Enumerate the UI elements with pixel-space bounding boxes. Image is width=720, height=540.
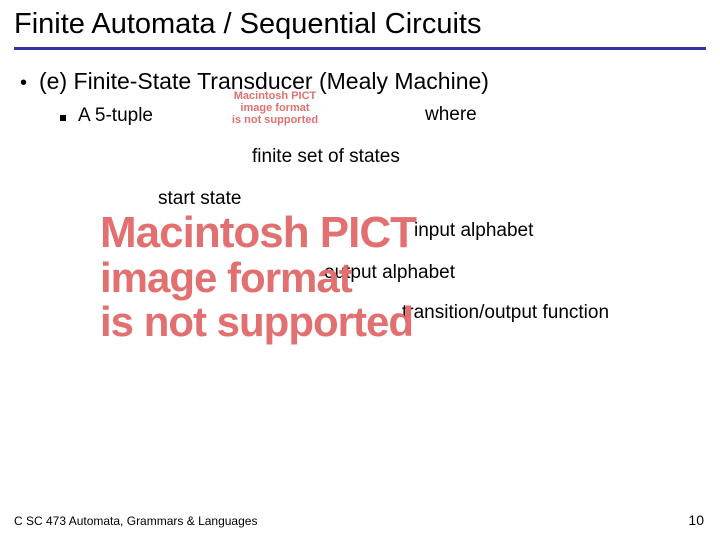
title-underline — [14, 47, 706, 50]
pict-small-l2: image format — [200, 102, 350, 114]
pict-error-large: Macintosh PICT image format is not suppo… — [100, 210, 416, 344]
where-label: where — [425, 104, 477, 126]
sub-bullet-row: A 5-tuple — [0, 105, 720, 127]
pict-small-l3: is not supported — [200, 114, 350, 126]
pict-large-l2: image format — [100, 256, 416, 300]
pict-small-l1: Macintosh PICT — [200, 90, 350, 102]
pict-large-l1: Macintosh PICT — [100, 210, 416, 256]
sub-bullet-square — [60, 115, 66, 121]
pict-error-small: Macintosh PICT image format is not suppo… — [200, 90, 350, 126]
label-start: start state — [158, 188, 241, 210]
page-number: 10 — [688, 512, 704, 528]
sub-bullet-text: A 5-tuple — [78, 105, 153, 127]
footer-course: C SC 473 Automata, Grammars & Languages — [14, 514, 257, 528]
bullet-dot: • — [20, 72, 27, 95]
label-transition: transition/output function — [402, 302, 609, 324]
bullet-row: • (e) Finite-State Transducer (Mealy Mac… — [0, 68, 720, 95]
label-states: finite set of states — [252, 146, 400, 168]
pict-large-l3: is not supported — [100, 300, 416, 344]
page-title: Finite Automata / Sequential Circuits — [0, 0, 720, 45]
label-input: input alphabet — [414, 220, 533, 242]
